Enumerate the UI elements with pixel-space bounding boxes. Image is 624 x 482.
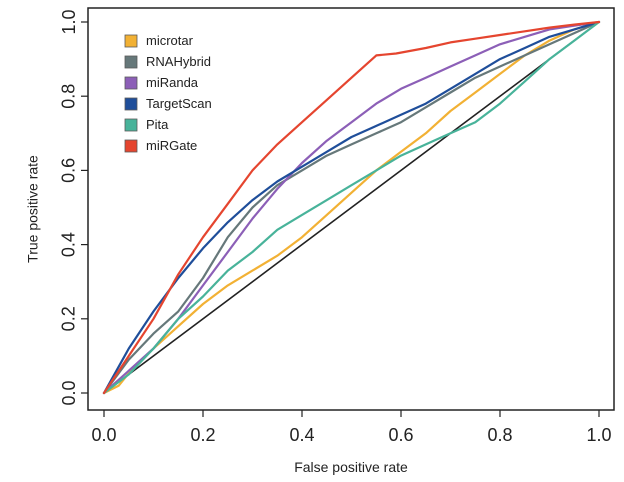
legend-swatch-microtar	[124, 34, 138, 48]
series-line-mirgate	[102, 20, 601, 395]
legend-swatch-miranda	[124, 76, 138, 90]
plot-frame	[87, 7, 615, 411]
series-line-rnahybrid	[102, 20, 601, 395]
legend-label-rnahybrid: RNAHybrid	[146, 54, 211, 69]
legend-label-microtar: microtar	[146, 33, 194, 48]
series-line-pita	[102, 20, 601, 395]
y-tick-label: 0.6	[59, 158, 79, 183]
legend-label-targetscan: TargetScan	[146, 96, 212, 111]
x-tick-label: 1.0	[586, 425, 611, 445]
x-tick-label: 0.6	[388, 425, 413, 445]
y-tick-label: 0.0	[59, 380, 79, 405]
legend-label-pita: Pita	[146, 117, 169, 132]
x-axis-label: False positive rate	[294, 459, 408, 475]
x-tick-label: 0.2	[190, 425, 215, 445]
series-line-microtar	[102, 20, 601, 395]
legend-swatch-mirgate	[124, 139, 138, 153]
series-line-miranda	[102, 20, 601, 395]
legend-swatch-pita	[124, 118, 138, 132]
x-tick-label: 0.8	[487, 425, 512, 445]
legend-label-miranda: miRanda	[146, 75, 199, 90]
diagonal-reference-line	[103, 21, 600, 394]
y-tick-label: 0.2	[59, 306, 79, 331]
y-tick-label: 0.8	[59, 84, 79, 109]
legend-swatch-targetscan	[124, 97, 138, 111]
legend-swatch-rnahybrid	[124, 55, 138, 69]
x-tick-label: 0.4	[289, 425, 314, 445]
legend-label-mirgate: miRGate	[146, 138, 197, 153]
y-tick-label: 0.4	[59, 232, 79, 257]
y-axis-label: True positive rate	[25, 155, 41, 263]
y-tick-label: 1.0	[59, 9, 79, 34]
series-line-targetscan	[102, 20, 601, 395]
x-tick-label: 0.0	[91, 425, 116, 445]
